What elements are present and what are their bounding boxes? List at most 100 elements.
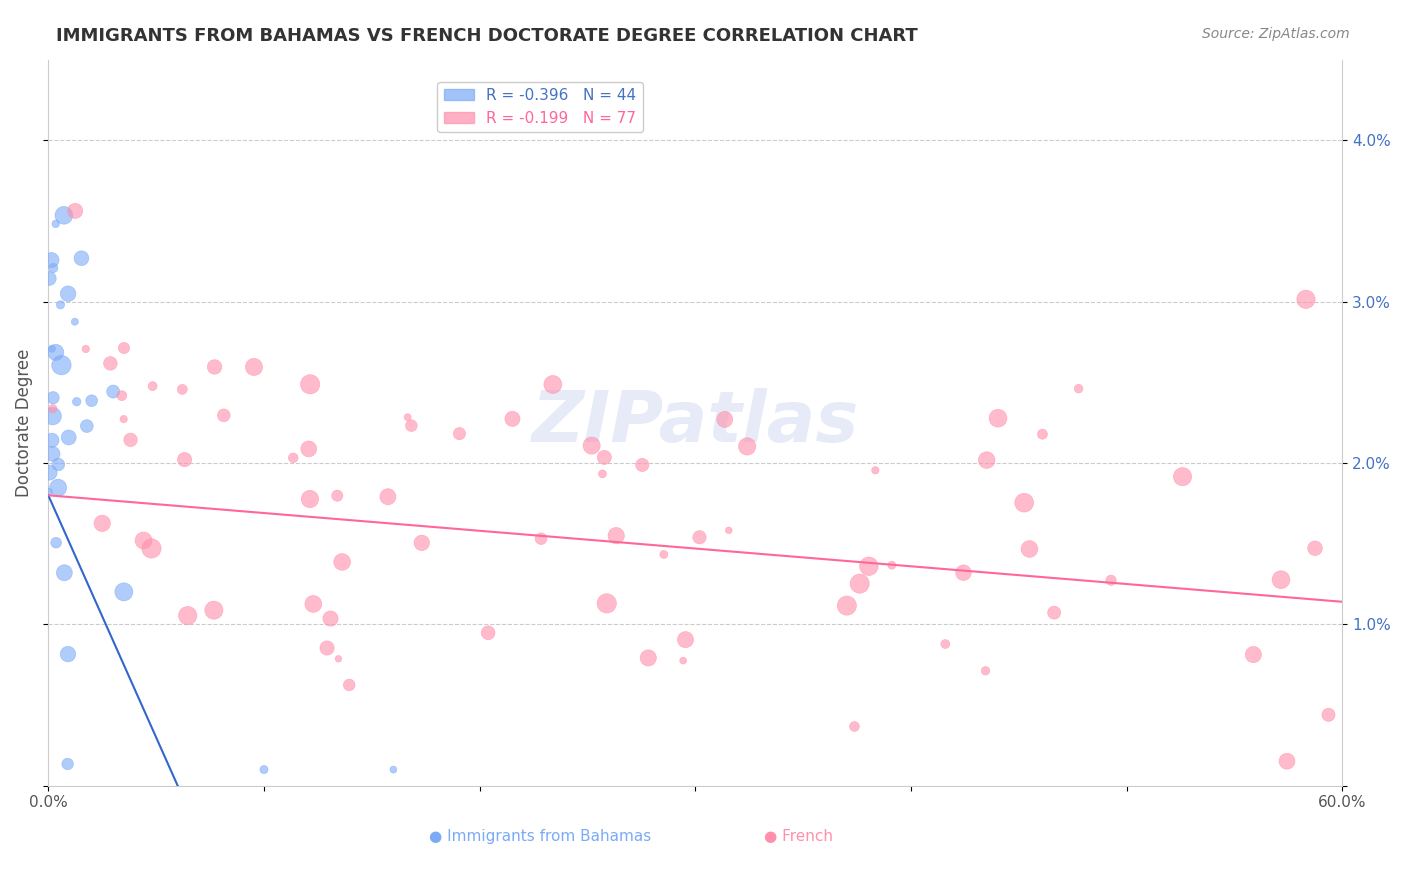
- Point: [204, 359, 226, 374]
- Point: [713, 412, 735, 426]
- Point: [103, 384, 125, 399]
- Point: [449, 426, 471, 441]
- Text: ● Immigrants from Bahamas: ● Immigrants from Bahamas: [429, 829, 651, 844]
- Point: [42, 391, 65, 405]
- Point: [1067, 382, 1090, 396]
- Point: [316, 640, 339, 655]
- Point: [70, 251, 93, 265]
- Point: [49, 298, 72, 312]
- Point: [56, 756, 79, 771]
- Point: [880, 558, 903, 573]
- Point: [652, 548, 675, 562]
- Point: [974, 664, 997, 678]
- Y-axis label: Doctorate Degree: Doctorate Degree: [15, 349, 32, 497]
- Point: [299, 377, 322, 392]
- Point: [100, 356, 122, 370]
- Point: [42, 260, 65, 275]
- Point: [593, 450, 616, 465]
- Point: [48, 458, 70, 472]
- Point: [396, 410, 419, 425]
- Point: [637, 651, 659, 665]
- Point: [112, 585, 135, 599]
- Point: [865, 463, 887, 477]
- Point: [848, 576, 870, 591]
- Point: [38, 484, 60, 499]
- Point: [283, 450, 305, 465]
- Point: [212, 409, 235, 423]
- Point: [976, 453, 998, 467]
- Point: [142, 379, 165, 393]
- Point: [45, 345, 67, 359]
- Point: [319, 611, 342, 625]
- Point: [581, 439, 603, 453]
- Point: [141, 541, 163, 556]
- Point: [56, 647, 79, 661]
- Point: [1317, 707, 1340, 722]
- Point: [38, 466, 60, 480]
- Point: [202, 603, 225, 617]
- Point: [41, 401, 63, 416]
- Point: [858, 559, 880, 574]
- Text: Source: ZipAtlas.com: Source: ZipAtlas.com: [1202, 27, 1350, 41]
- Point: [844, 719, 866, 733]
- Point: [112, 412, 135, 426]
- Point: [76, 419, 98, 434]
- Text: ZIPatlas: ZIPatlas: [531, 388, 859, 458]
- Point: [52, 208, 75, 222]
- Point: [330, 555, 353, 569]
- Point: [1275, 754, 1298, 768]
- Point: [735, 439, 758, 453]
- Point: [66, 394, 89, 409]
- Point: [591, 467, 613, 481]
- Point: [80, 393, 103, 408]
- Point: [326, 489, 349, 503]
- Point: [328, 652, 350, 666]
- Point: [631, 458, 654, 472]
- Point: [952, 566, 974, 580]
- Point: [605, 529, 627, 543]
- Point: [41, 434, 63, 448]
- Point: [1303, 541, 1326, 556]
- Point: [1043, 606, 1066, 620]
- Point: [45, 535, 67, 549]
- Point: [41, 409, 63, 423]
- Point: [717, 523, 740, 537]
- Point: [298, 442, 321, 456]
- Point: [1099, 574, 1122, 588]
- Point: [689, 530, 711, 544]
- Text: IMMIGRANTS FROM BAHAMAS VS FRENCH DOCTORATE DEGREE CORRELATION CHART: IMMIGRANTS FROM BAHAMAS VS FRENCH DOCTOR…: [56, 27, 918, 45]
- Point: [1241, 648, 1264, 662]
- Point: [401, 418, 423, 433]
- Point: [38, 271, 60, 285]
- Point: [51, 358, 73, 372]
- Point: [411, 536, 433, 550]
- Point: [382, 763, 405, 777]
- Point: [75, 342, 97, 356]
- Point: [41, 447, 63, 461]
- Point: [111, 389, 134, 403]
- Point: [112, 341, 135, 355]
- Point: [120, 433, 142, 447]
- Point: [377, 490, 399, 504]
- Point: [672, 654, 695, 668]
- Point: [987, 411, 1010, 425]
- Point: [41, 342, 63, 356]
- Point: [1295, 293, 1317, 307]
- Point: [1012, 496, 1035, 510]
- Point: [530, 532, 553, 546]
- Point: [501, 412, 523, 426]
- Point: [58, 430, 80, 444]
- Point: [63, 203, 86, 218]
- Point: [243, 359, 266, 374]
- Point: [1031, 427, 1053, 442]
- Point: [132, 533, 155, 548]
- Text: ● French: ● French: [765, 829, 834, 844]
- Point: [302, 597, 325, 611]
- Point: [172, 383, 194, 397]
- Point: [91, 516, 114, 531]
- Point: [1270, 573, 1292, 587]
- Point: [56, 286, 79, 301]
- Point: [596, 596, 619, 610]
- Point: [63, 315, 86, 329]
- Point: [835, 599, 858, 613]
